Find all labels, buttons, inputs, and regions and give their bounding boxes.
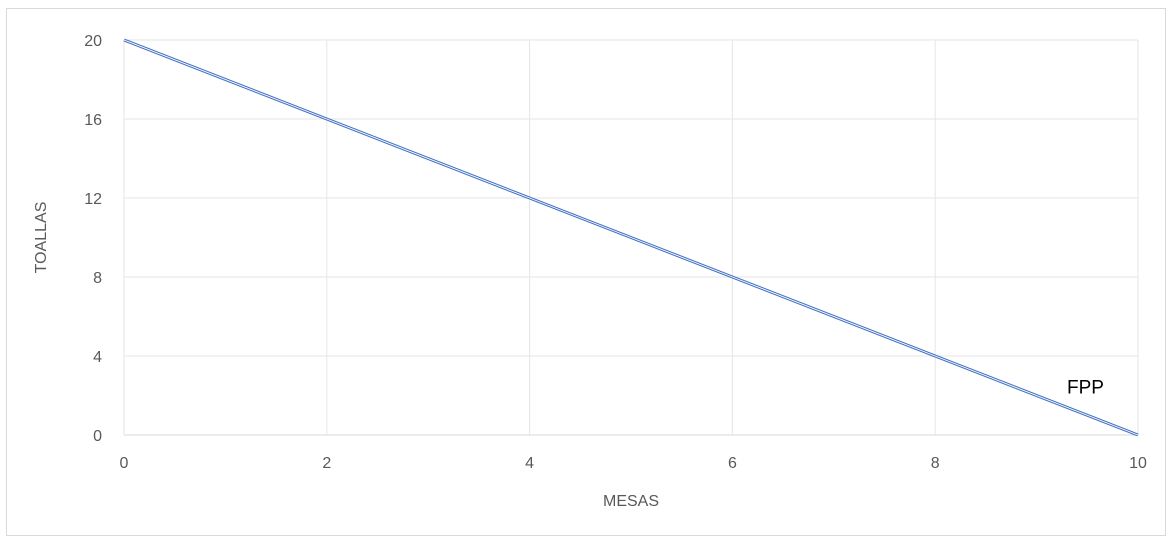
series-line-inner <box>123 39 1139 436</box>
y-tick-label: 0 <box>93 428 102 445</box>
x-tick-label: 8 <box>931 455 940 472</box>
y-axis-title: TOALLAS <box>33 202 50 274</box>
grid <box>123 39 1139 436</box>
y-tick-label: 16 <box>84 112 102 129</box>
series-point <box>1138 435 1139 436</box>
y-tick-label: 12 <box>84 191 102 208</box>
y-tick-label: 20 <box>84 33 102 50</box>
series-layer <box>123 38 1139 437</box>
x-tick-label: 4 <box>525 455 534 472</box>
series-point <box>326 119 327 120</box>
x-tick-label: 10 <box>1129 455 1147 472</box>
x-tick-label: 6 <box>728 455 737 472</box>
fpp-annotation: FPP <box>1067 378 1104 399</box>
x-axis-title: MESAS <box>603 493 659 510</box>
y-tick-label: 4 <box>93 349 102 366</box>
y-tick-labels: 0 4 8 12 16 20 <box>84 33 102 445</box>
x-tick-label: 0 <box>120 455 129 472</box>
chart-frame <box>6 8 1166 536</box>
x-tick-labels: 0 2 4 6 8 10 <box>120 455 1147 472</box>
series-point <box>529 198 530 199</box>
series-point <box>124 40 125 41</box>
x-tick-label: 2 <box>322 455 331 472</box>
y-tick-label: 8 <box>93 270 102 287</box>
series-point <box>732 277 733 278</box>
series-point <box>935 356 936 357</box>
